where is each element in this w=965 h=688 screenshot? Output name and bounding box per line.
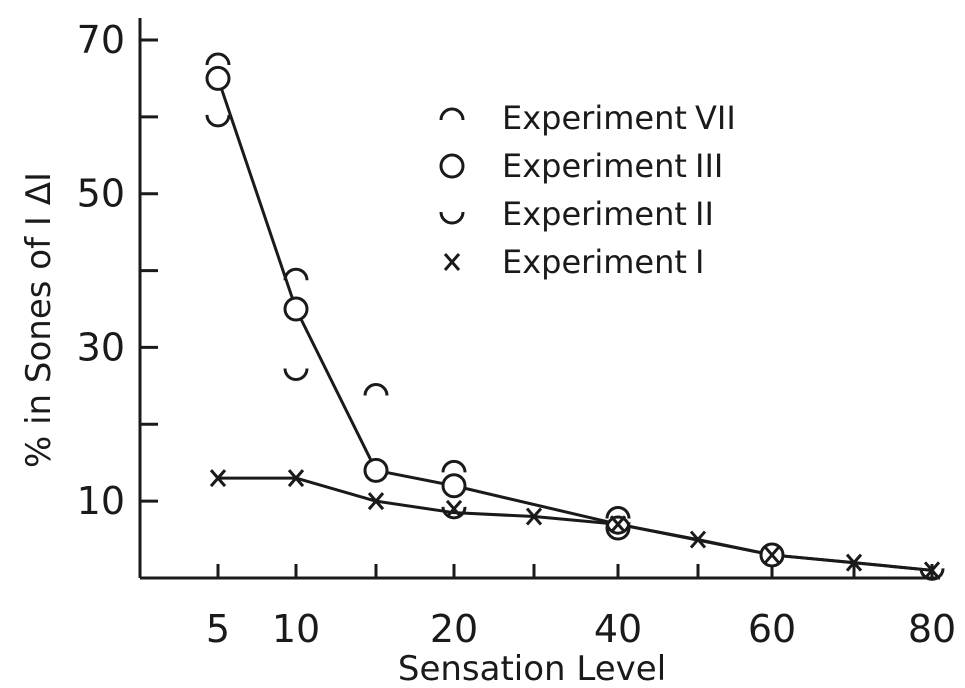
- data-point: [609, 515, 627, 534]
- x-marker-stroke: [923, 561, 941, 580]
- data-point: [283, 267, 309, 281]
- legend-marker-cup: [439, 211, 465, 225]
- legend-numeral: I: [695, 243, 704, 281]
- data-point: [919, 568, 945, 581]
- x-marker-stroke: [367, 492, 385, 511]
- x-marker-stroke: [689, 530, 707, 549]
- x-marker-stroke: [845, 553, 863, 572]
- x-marker-stroke: [209, 469, 227, 488]
- data-point: [205, 114, 231, 128]
- y-tick-label: 50: [77, 172, 125, 216]
- data-point: [845, 553, 863, 572]
- x-tick-label: 5: [206, 607, 230, 651]
- x-tick-label: 20: [430, 607, 478, 651]
- x-tick-label: 40: [594, 607, 642, 651]
- x-axis-title: Sensation Level: [398, 649, 666, 688]
- legend-label: Experiment: [502, 147, 687, 185]
- data-point: [363, 383, 389, 396]
- markers: [205, 52, 945, 581]
- data-point: [445, 499, 463, 518]
- x-marker-stroke: [287, 469, 305, 488]
- data-point: [441, 506, 467, 520]
- y-axis-title: % in Sones of I ΔI: [19, 172, 59, 468]
- legend-marker-cap: [439, 107, 465, 121]
- y-tick-label: 10: [77, 479, 125, 523]
- legend-numeral: II: [695, 195, 714, 233]
- data-point: [441, 459, 467, 473]
- tick-labels: 10 30 50 70 5 10 20 40 60 80: [77, 18, 957, 651]
- x-marker-stroke: [609, 515, 627, 534]
- data-point: [205, 52, 231, 66]
- legend-label: Experiment: [502, 195, 687, 233]
- data-point: [283, 368, 309, 381]
- data-point: [209, 469, 227, 488]
- legend-label: Experiment: [502, 99, 687, 137]
- legend-numeral: VII: [695, 99, 736, 137]
- data-point: [605, 506, 631, 519]
- legend-marker-x: [443, 253, 461, 271]
- y-tick-label: 30: [77, 325, 125, 369]
- data-point: [605, 522, 631, 535]
- data-point: [763, 545, 781, 564]
- data-point: [441, 473, 467, 499]
- data-point: [923, 561, 941, 580]
- x-tick-label: 10: [272, 607, 320, 651]
- data-point: [367, 492, 385, 511]
- x-marker-stroke: [525, 507, 543, 526]
- data-point: [283, 296, 309, 322]
- x-marker-stroke: [445, 499, 463, 518]
- y-tick-label: 70: [77, 18, 125, 62]
- data-point: [287, 469, 305, 488]
- axes: [138, 18, 940, 580]
- data-point: [205, 65, 231, 91]
- legend-numeral: III: [695, 147, 723, 185]
- x-tick-label: 60: [748, 607, 796, 651]
- x-marker-stroke: [763, 545, 781, 564]
- x-tick-label: 80: [908, 607, 956, 651]
- data-point: [689, 530, 707, 549]
- x-marker-stroke: [443, 253, 461, 271]
- legend-label: Experiment: [502, 243, 687, 281]
- lower-curve-line: [218, 476, 933, 572]
- data-point: [525, 507, 543, 526]
- legend-marker-circle: [439, 153, 465, 179]
- data-point: [363, 457, 389, 483]
